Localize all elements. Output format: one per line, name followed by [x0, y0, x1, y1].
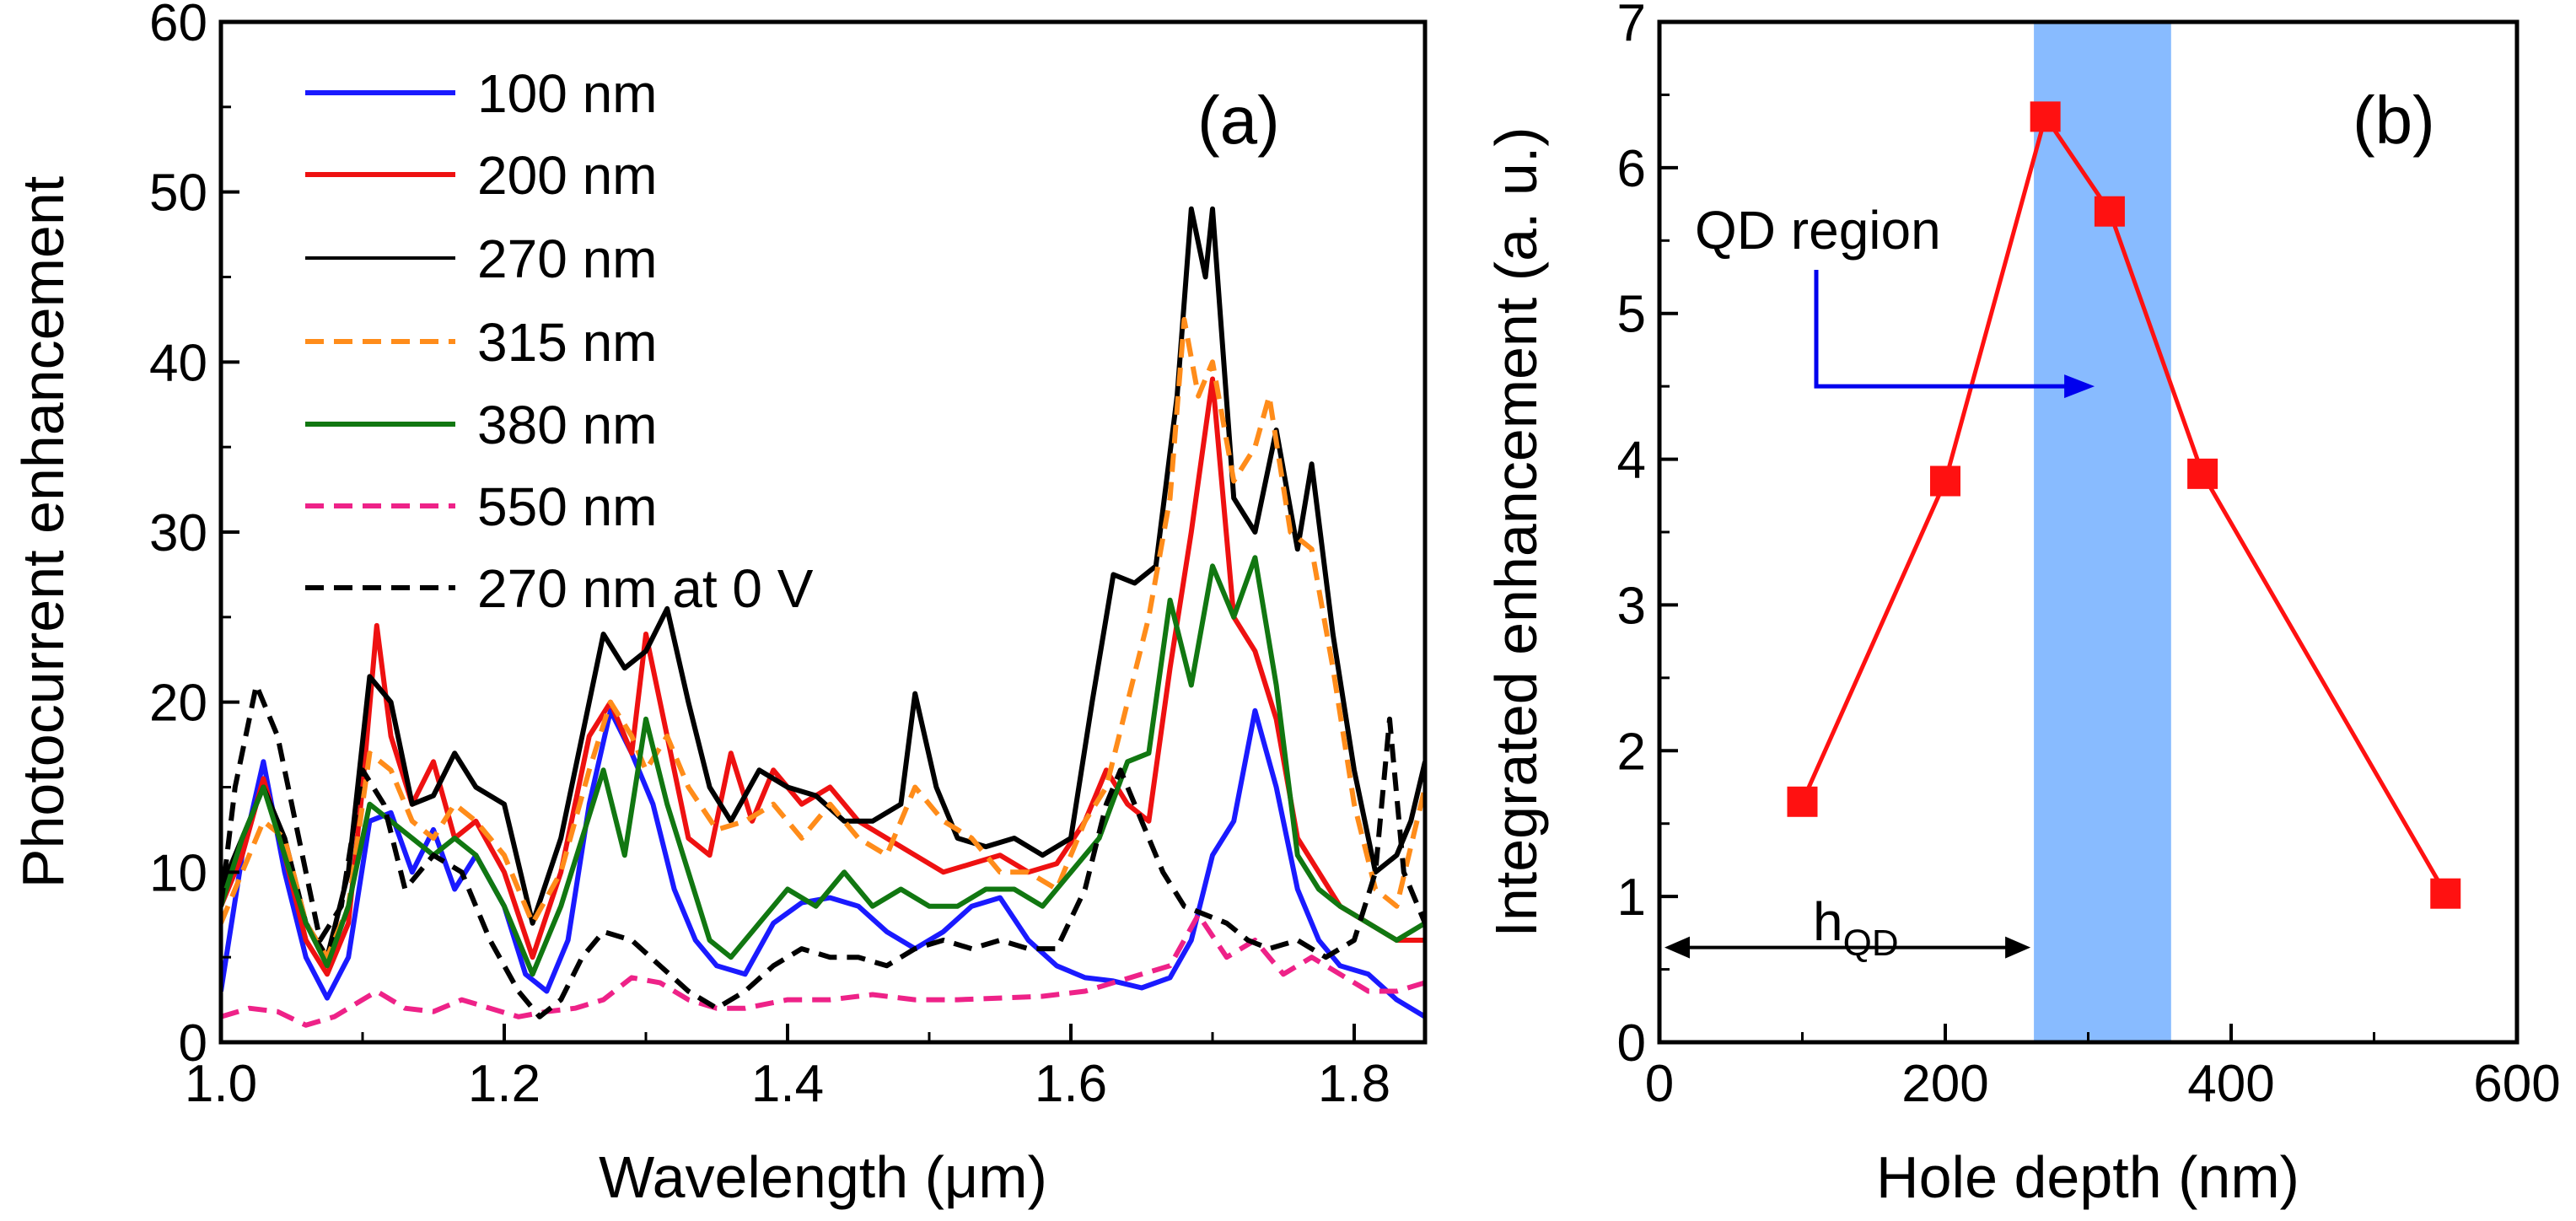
panel-b-x-axis: 0 200 400 600: [1645, 1024, 2561, 1113]
y-tick-label: 5: [1617, 286, 1646, 344]
qd-region-arrow: [1814, 270, 2070, 389]
legend-label-100nm: 100 nm: [477, 63, 657, 124]
series-line-0: [221, 707, 1425, 1019]
series-line-2: [221, 206, 1425, 960]
data-point-marker: [1787, 786, 1818, 817]
panel-a-spectra-chart: 1.0 1.2 1.4 1.6 1.8 0 10 20 30 40 50 60 (a) Wavele…: [10, 0, 1428, 1210]
series-line-3: [221, 316, 1425, 960]
legend-label-270nm: 270 nm: [477, 229, 657, 289]
y-tick-label: 7: [1617, 0, 1646, 52]
y-tick-label: 0: [1617, 1014, 1646, 1073]
panel-b-x-axis-title: Hole depth (nm): [1876, 1144, 2299, 1210]
panel-b-y-axis: 0 1 2 3 4 5 6 7: [1617, 0, 1678, 1073]
y-tick-label: 1: [1617, 869, 1646, 927]
series-line-6: [221, 682, 1425, 1019]
x-tick-label: 1.4: [751, 1055, 824, 1113]
panel-b-integrated-chart: 0 200 400 600 0 1 2 3 4 5 6 7 (b) QD region hQD Ho…: [1483, 0, 2561, 1210]
y-tick-label: 0: [179, 1014, 207, 1073]
legend-label-270nm-0v: 270 nm at 0 V: [477, 558, 814, 619]
y-tick-label: 6: [1617, 140, 1646, 198]
panel-a-x-axis-title: Wavelength (μm): [599, 1144, 1047, 1210]
x-tick-label: 1.6: [1035, 1055, 1107, 1113]
x-tick-label: 400: [2187, 1055, 2274, 1113]
integrated-enhancement-line: [1800, 111, 2448, 895]
h-qd-arrowhead-right: [2005, 936, 2031, 959]
x-tick-label: 0: [1645, 1055, 1674, 1113]
series-line-5: [221, 912, 1425, 1028]
panel-b-y-axis-title: Integrated enhancement (a. u.): [1483, 126, 1549, 937]
y-tick-label: 10: [149, 844, 207, 902]
panel-a-series-group: [221, 206, 1425, 1028]
panel-b-label: (b): [2353, 83, 2435, 158]
qd-region-label: QD region: [1695, 200, 1941, 261]
qd-region-arrowhead: [2064, 374, 2095, 399]
data-point-marker: [2030, 101, 2061, 132]
qd-region-band: [2034, 22, 2171, 1042]
y-tick-label: 60: [149, 0, 207, 52]
data-point-marker: [2094, 196, 2125, 227]
data-point-marker: [2430, 878, 2461, 909]
y-tick-label: 50: [149, 164, 207, 223]
panel-a-legend: 100 nm 200 nm 270 nm 315 nm 380 nm 550 n…: [305, 63, 814, 619]
legend-label-200nm: 200 nm: [477, 145, 657, 206]
y-tick-label: 3: [1617, 577, 1646, 635]
data-point-marker: [2187, 458, 2218, 489]
y-tick-label: 4: [1617, 432, 1646, 490]
h-qd-label: hQD: [1813, 891, 1899, 964]
panel-a-x-axis: 1.0 1.2 1.4 1.6 1.8: [185, 1024, 1390, 1113]
y-tick-label: 2: [1617, 723, 1646, 781]
legend-label-315nm: 315 nm: [477, 312, 657, 373]
x-tick-label: 1.8: [1318, 1055, 1390, 1113]
x-tick-label: 1.2: [468, 1055, 540, 1113]
panel-a-y-axis: 0 10 20 30 40 50 60: [149, 0, 239, 1073]
y-tick-label: 30: [149, 504, 207, 562]
panel-a-y-axis-title: Photocurrent enhancement: [10, 176, 76, 888]
legend-label-380nm: 380 nm: [477, 395, 657, 455]
panel-b-series-group: [1787, 101, 2461, 909]
x-tick-label: 1.0: [185, 1055, 257, 1113]
h-qd-arrowhead-left: [1664, 936, 1690, 959]
y-tick-label: 20: [149, 675, 207, 733]
data-point-marker: [1930, 465, 1960, 497]
y-tick-label: 40: [149, 334, 207, 392]
panel-a-label: (a): [1197, 83, 1280, 158]
x-tick-label: 600: [2473, 1055, 2560, 1113]
legend-label-550nm: 550 nm: [477, 476, 657, 537]
x-tick-label: 200: [1901, 1055, 1988, 1113]
series-line-4: [221, 555, 1425, 977]
